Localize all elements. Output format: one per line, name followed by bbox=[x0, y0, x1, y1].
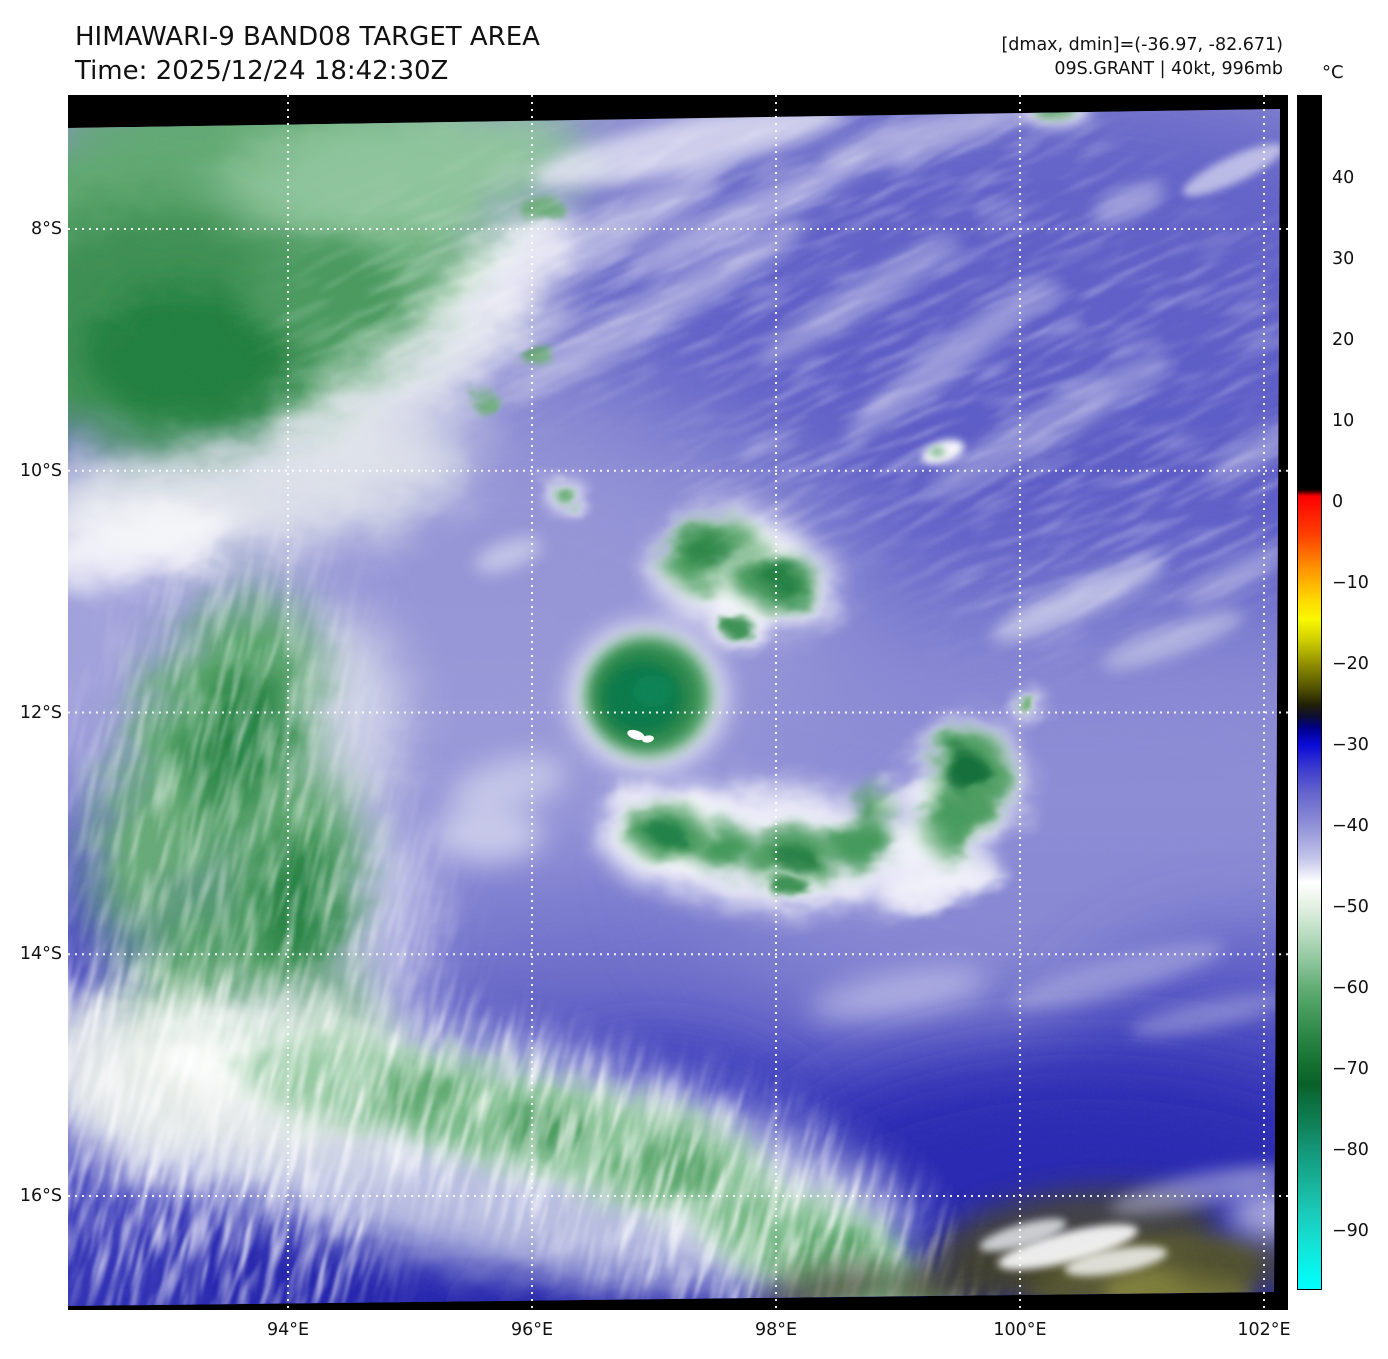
colorbar-tick-label: 30 bbox=[1332, 249, 1355, 270]
lat-tick-label: 14°S bbox=[19, 944, 62, 965]
lat-tick-label: 10°S bbox=[19, 460, 62, 481]
satellite-map: Copyright © 2020-2025 Dapiya bbox=[68, 95, 1288, 1310]
colorbar-tick-label: 0 bbox=[1332, 492, 1344, 513]
colorbar-tick-label: −40 bbox=[1332, 816, 1369, 837]
header-block: HIMAWARI-9 BAND08 TARGET AREA Time: 2025… bbox=[75, 20, 540, 88]
colorbar-tick-label: −80 bbox=[1332, 1139, 1369, 1160]
lat-tick-label: 16°S bbox=[19, 1186, 62, 1206]
lon-tick-label: 102°E bbox=[1237, 1320, 1291, 1340]
annotation-block: [dmax, dmin]=(-36.97, -82.671) 09S.GRANT… bbox=[1001, 33, 1283, 81]
timestamp: Time: 2025/12/24 18:42:30Z bbox=[75, 56, 449, 86]
lon-tick-label: 100°E bbox=[993, 1320, 1047, 1340]
colorbar-tick-label: −60 bbox=[1332, 978, 1369, 998]
colorbar bbox=[1297, 95, 1322, 1290]
lon-tick-label: 94°E bbox=[266, 1320, 310, 1340]
lon-tick-label: 98°E bbox=[754, 1320, 798, 1340]
range-annotation: [dmax, dmin]=(-36.97, -82.671) bbox=[1001, 35, 1283, 55]
colorbar-tick-label: 20 bbox=[1332, 330, 1355, 351]
colorbar-tick-label: −10 bbox=[1332, 573, 1369, 594]
colorbar-tick-label: −30 bbox=[1332, 735, 1369, 756]
colorbar-tick-label: −50 bbox=[1332, 897, 1369, 918]
colorbar-tick-label: −20 bbox=[1332, 654, 1369, 675]
colorbar-unit-label: °C bbox=[1322, 62, 1344, 83]
storm-annotation: 09S.GRANT | 40kt, 996mb bbox=[1054, 59, 1283, 79]
lon-tick-label: 96°E bbox=[510, 1320, 554, 1340]
lat-tick-label: 8°S bbox=[31, 219, 62, 239]
colorbar-tick-label: 10 bbox=[1332, 411, 1355, 432]
satellite-image bbox=[68, 95, 1288, 1310]
graticule bbox=[68, 95, 1288, 1310]
colorbar-tick-label: −70 bbox=[1332, 1058, 1369, 1079]
lat-tick-label: 12°S bbox=[19, 702, 62, 723]
cloud-field bbox=[68, 109, 1280, 1306]
page-title: HIMAWARI-9 BAND08 TARGET AREA bbox=[75, 22, 540, 52]
colorbar-tick-label: 40 bbox=[1332, 168, 1355, 189]
colorbar-tick-label: −90 bbox=[1332, 1220, 1369, 1241]
